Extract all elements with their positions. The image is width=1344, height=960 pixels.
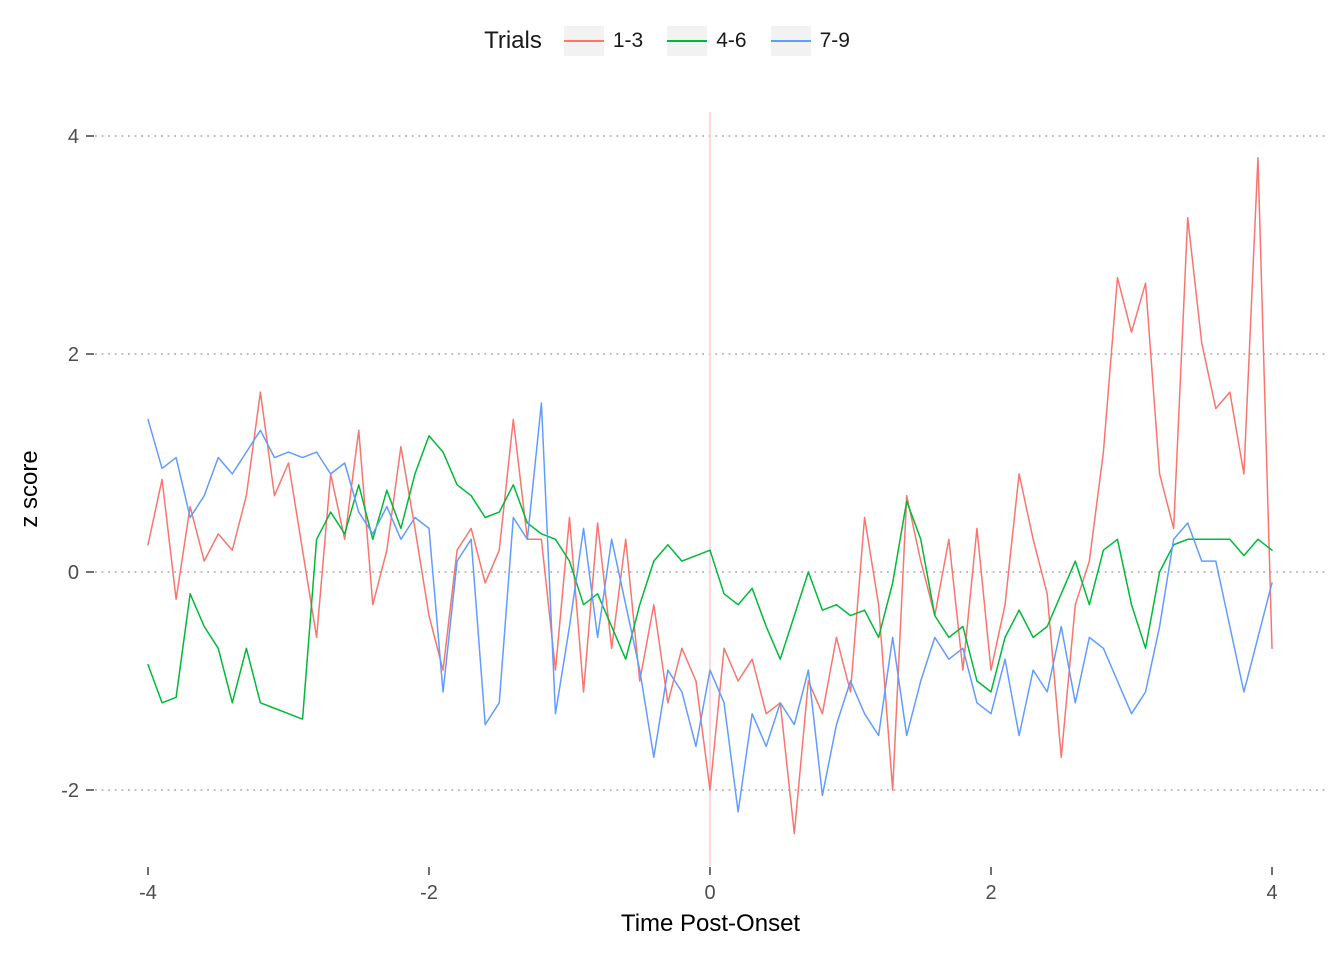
legend-label-1-3: 1-3 bbox=[612, 29, 644, 52]
series-line-1-3 bbox=[147, 157, 1273, 835]
y-tick-label--2: -2 bbox=[61, 780, 79, 802]
series-line-4-6 bbox=[147, 435, 1273, 720]
legend-key-1-3 bbox=[563, 26, 604, 56]
x-tick-label-2: 2 bbox=[985, 882, 996, 904]
legend: Trials 1-3 4-6 7-9 bbox=[0, 26, 1344, 56]
legend-title: Trials bbox=[484, 27, 542, 54]
x-tick-label-0: 0 bbox=[704, 882, 715, 904]
legend-entry-7-9: 7-9 bbox=[770, 26, 850, 56]
x-tick-label-4: 4 bbox=[1266, 882, 1277, 904]
legend-label-4-6: 4-6 bbox=[716, 29, 747, 52]
y-tick-label-4: 4 bbox=[68, 126, 79, 148]
x-tick-label--4: -4 bbox=[139, 882, 157, 904]
y-tick-label-0: 0 bbox=[68, 562, 79, 584]
legend-key-7-9 bbox=[770, 26, 811, 56]
y-tick-label-2: 2 bbox=[68, 344, 79, 366]
legend-label-7-9: 7-9 bbox=[819, 29, 850, 52]
x-tick-label--2: -2 bbox=[420, 882, 438, 904]
legend-entry-1-3: 1-3 bbox=[563, 26, 644, 56]
legend-line-icon bbox=[770, 40, 811, 42]
legend-entry-4-6: 4-6 bbox=[667, 26, 747, 56]
x-axis-title: Time Post-Onset bbox=[620, 910, 801, 937]
legend-key-4-6 bbox=[667, 26, 708, 56]
legend-line-icon bbox=[563, 40, 604, 42]
series-line-7-9 bbox=[147, 402, 1273, 813]
y-axis-title: z score bbox=[16, 450, 43, 528]
legend-line-icon bbox=[667, 40, 708, 42]
